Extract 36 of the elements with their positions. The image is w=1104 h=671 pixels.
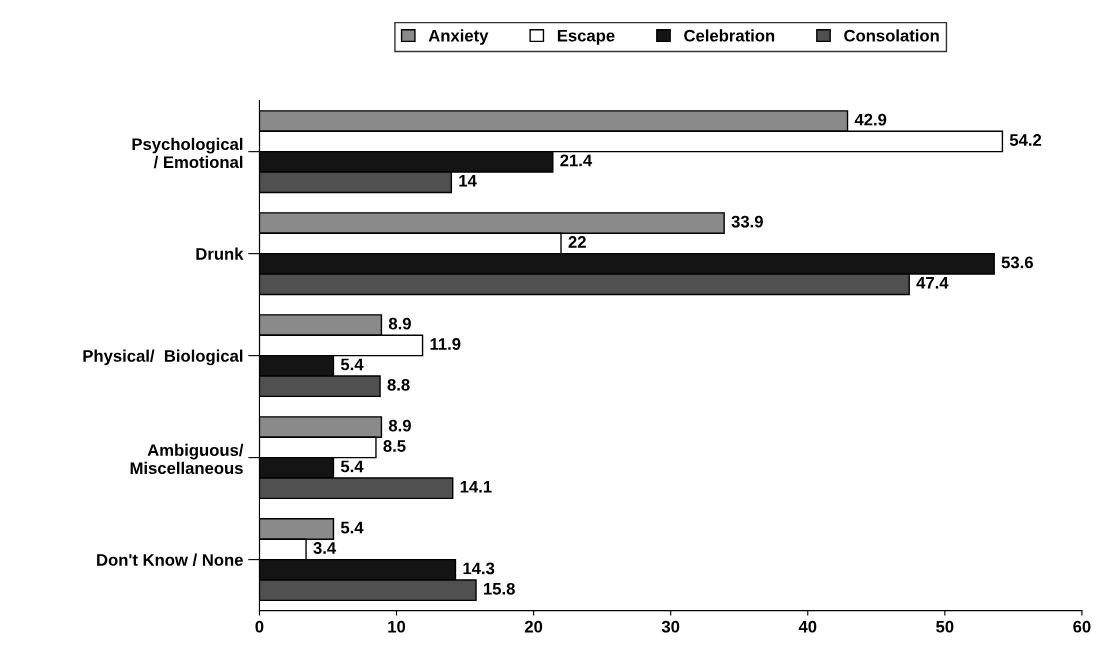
data-label: 53.6 — [1001, 256, 1033, 269]
data-label: 14.1 — [460, 481, 492, 493]
x-tick-label: 50 — [936, 620, 954, 633]
data-label: 5.4 — [340, 521, 364, 534]
y-tick-label: Drunk — [196, 247, 244, 260]
y-tick-label: Psychological / Emotional — [132, 137, 243, 169]
legend-label: Consolation — [844, 29, 939, 42]
data-label: 8.9 — [388, 419, 411, 432]
data-label: 21.4 — [560, 154, 593, 167]
data-label: 11.9 — [430, 338, 461, 350]
x-tick-label: 30 — [661, 620, 680, 633]
y-tick-label: Ambiguous/ Miscellaneous — [130, 443, 244, 475]
legend-label: Anxiety — [428, 29, 489, 45]
data-label: 8.5 — [383, 440, 406, 452]
legend-label: Escape — [557, 29, 615, 45]
x-tick-label: 20 — [524, 620, 543, 633]
y-tick-label: Don't Know / None — [97, 553, 243, 566]
data-label: 3.4 — [313, 542, 337, 554]
x-tick-label: 10 — [388, 620, 406, 633]
data-label: 14 — [459, 175, 477, 187]
legend-label: Celebration — [684, 29, 775, 42]
data-label: 15.8 — [484, 582, 515, 595]
y-tick-label: Physical/ Biological — [83, 349, 243, 366]
x-tick-label: 0 — [255, 620, 264, 633]
data-label: 33.9 — [731, 215, 763, 228]
data-label: 8.8 — [387, 378, 410, 391]
data-label: 42.9 — [854, 113, 887, 126]
data-label: 54.2 — [1009, 134, 1042, 146]
data-label: 5.4 — [340, 460, 364, 473]
x-tick-label: 60 — [1073, 620, 1091, 633]
x-tick-label: 40 — [798, 620, 817, 633]
data-label: 22 — [568, 236, 586, 248]
data-label: 47.4 — [916, 277, 949, 289]
data-label: 5.4 — [340, 358, 364, 371]
data-label: 8.9 — [388, 317, 411, 330]
data-label: 14.3 — [463, 562, 495, 575]
